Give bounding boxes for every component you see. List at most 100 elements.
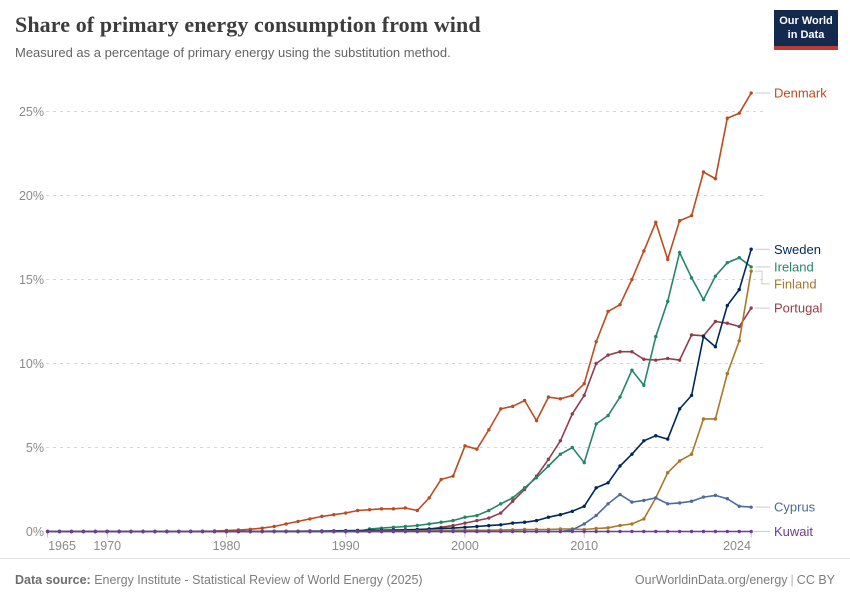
data-point: [463, 515, 467, 519]
data-point: [606, 309, 610, 314]
data-point: [522, 398, 527, 403]
data-point: [737, 529, 741, 534]
series-kuwait[interactable]: [45, 529, 753, 534]
data-point: [367, 529, 372, 534]
data-point: [332, 529, 336, 534]
data-point: [487, 529, 491, 534]
data-point: [749, 265, 753, 269]
data-point: [689, 333, 694, 337]
data-point: [630, 529, 634, 534]
data-point: [344, 529, 348, 534]
data-point: [153, 529, 157, 534]
data-point: [391, 529, 396, 534]
data-point: [701, 417, 706, 421]
data-point: [475, 447, 479, 451]
attribution-separator: |: [790, 572, 794, 587]
data-point: [594, 526, 598, 531]
data-point: [558, 452, 563, 456]
data-point: [677, 250, 682, 255]
owid-link[interactable]: OurWorldinData.org/energy: [634, 572, 788, 587]
data-point: [701, 495, 706, 499]
series-label-sweden[interactable]: Sweden: [774, 242, 821, 257]
data-source-label: Data source:: [15, 572, 91, 587]
series-label-portugal[interactable]: Portugal: [774, 301, 823, 316]
data-point: [594, 361, 598, 366]
data-point: [606, 413, 610, 418]
data-point: [463, 525, 467, 529]
data-point: [713, 493, 718, 498]
data-point: [630, 277, 634, 282]
data-point: [618, 350, 622, 354]
data-point: [475, 513, 479, 518]
chart-footer: Data source: Energy Institute - Statisti…: [0, 558, 850, 600]
data-point: [749, 269, 753, 273]
data-point: [284, 522, 288, 526]
data-point: [713, 345, 718, 349]
data-point: [165, 529, 169, 534]
data-point: [606, 353, 610, 357]
series-label-finland[interactable]: Finland: [774, 276, 817, 291]
data-point: [737, 111, 741, 115]
data-point: [355, 508, 360, 513]
x-axis-label: 2010: [570, 539, 598, 553]
data-point: [403, 529, 408, 534]
series-label-cyprus[interactable]: Cyprus: [774, 500, 816, 515]
data-point: [558, 529, 563, 534]
label-connector-finland: [755, 270, 770, 285]
data-point: [272, 529, 276, 534]
data-point: [463, 444, 467, 448]
data-point: [666, 299, 670, 304]
data-point: [45, 529, 50, 534]
data-point: [534, 476, 539, 480]
data-point: [582, 529, 586, 534]
data-point: [296, 519, 300, 524]
data-point: [451, 523, 455, 528]
data-point: [308, 529, 312, 534]
data-point: [618, 492, 622, 497]
data-point: [713, 319, 718, 324]
series-label-denmark[interactable]: Denmark: [774, 86, 827, 101]
data-point: [689, 213, 694, 218]
series-finland[interactable]: [45, 269, 753, 534]
data-point: [737, 287, 741, 292]
data-point: [749, 306, 753, 310]
data-point: [677, 358, 682, 362]
data-point: [666, 356, 670, 361]
data-point: [475, 518, 479, 523]
data-point: [618, 523, 622, 528]
series-ireland[interactable]: [45, 250, 753, 534]
data-point: [594, 339, 598, 344]
data-point: [725, 321, 730, 325]
owid-logo[interactable]: Our World in Data: [774, 10, 838, 50]
page-title: Share of primary energy consumption from…: [15, 12, 481, 37]
series-label-kuwait[interactable]: Kuwait: [774, 524, 813, 539]
series-label-ireland[interactable]: Ireland: [774, 259, 814, 274]
data-point: [642, 249, 646, 253]
data-point: [689, 276, 694, 280]
data-point: [367, 507, 372, 512]
series-sweden[interactable]: [45, 247, 753, 534]
data-point: [415, 523, 419, 528]
license-label[interactable]: CC BY: [796, 572, 835, 587]
y-axis-label: 5%: [26, 441, 44, 455]
series-denmark[interactable]: [45, 91, 753, 534]
data-point: [558, 439, 563, 443]
data-point: [260, 529, 264, 534]
data-point: [677, 459, 682, 463]
data-point: [260, 526, 264, 530]
data-point: [427, 529, 431, 534]
data-point: [570, 445, 574, 450]
data-point: [618, 464, 622, 468]
data-point: [510, 529, 515, 534]
series-line-cyprus: [47, 493, 752, 533]
data-point: [129, 529, 133, 534]
data-point: [630, 500, 634, 504]
data-point: [499, 407, 503, 411]
data-point: [463, 521, 467, 525]
data-point: [81, 529, 86, 534]
data-point: [177, 529, 181, 534]
data-point: [677, 501, 682, 505]
data-point: [320, 514, 324, 519]
data-point: [677, 219, 682, 223]
data-point: [451, 474, 455, 478]
